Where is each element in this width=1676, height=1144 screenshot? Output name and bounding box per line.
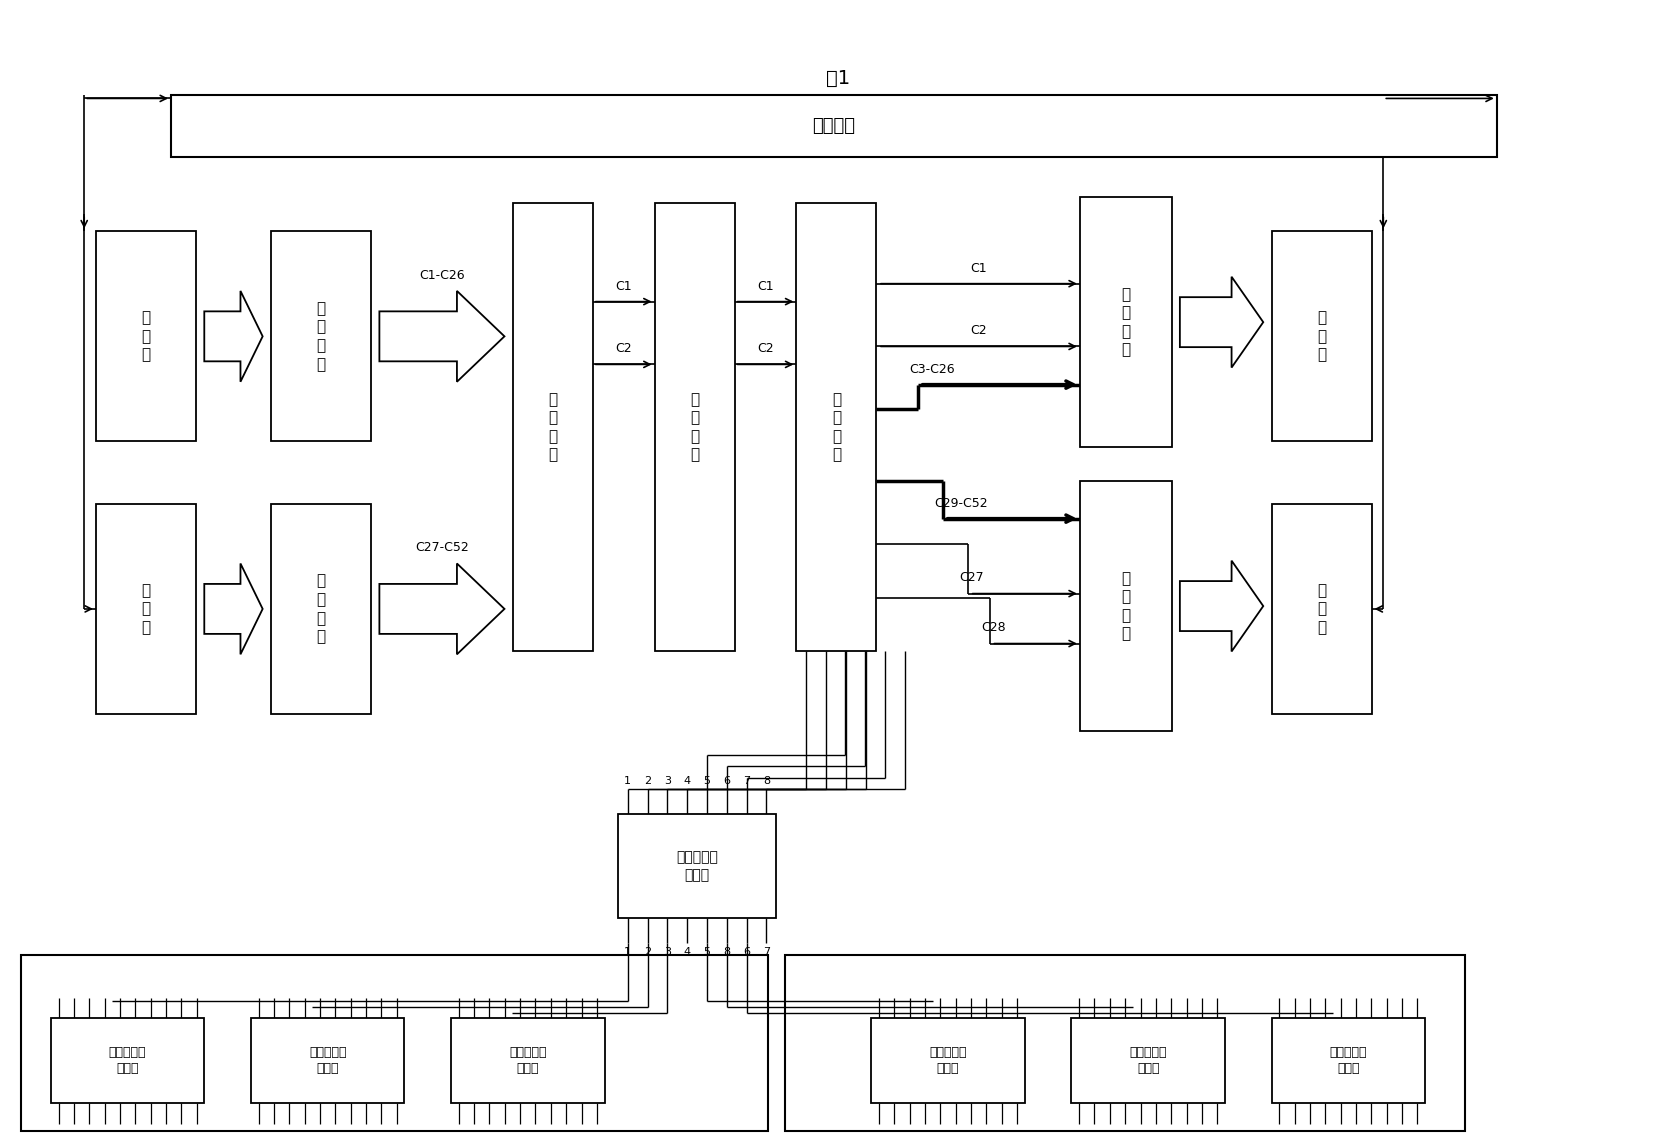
Text: 1: 1 (623, 947, 632, 956)
Text: 接
插
件
二: 接 插 件 二 (317, 573, 325, 644)
Text: 接
插
件
三: 接 插 件 三 (548, 391, 558, 462)
Text: 数据缓冲器
芯片一: 数据缓冲器 芯片一 (675, 850, 717, 882)
Text: 7: 7 (763, 947, 769, 956)
Bar (618, 813, 776, 919)
Bar (96, 503, 196, 714)
Text: 数据缓冲器
芯片四: 数据缓冲器 芯片四 (510, 1047, 546, 1075)
Polygon shape (379, 564, 504, 654)
Text: 4: 4 (684, 947, 691, 956)
Text: C3-C26: C3-C26 (910, 363, 955, 375)
Text: 数据缓冲器
芯片五: 数据缓冲器 芯片五 (929, 1047, 967, 1075)
Bar (20, 955, 768, 1130)
Polygon shape (1180, 277, 1264, 367)
Text: 接
插
件
一: 接 插 件 一 (317, 301, 325, 372)
Text: 数据缓冲器
芯片二: 数据缓冲器 芯片二 (109, 1047, 146, 1075)
Text: 8: 8 (724, 947, 731, 956)
Polygon shape (204, 564, 263, 654)
Bar (451, 1018, 605, 1104)
Bar (1272, 503, 1371, 714)
Bar (272, 503, 370, 714)
Text: 3: 3 (664, 776, 670, 786)
Text: 数据缓冲器
芯片六: 数据缓冲器 芯片六 (1130, 1047, 1166, 1075)
Text: 功
率
模
块: 功 率 模 块 (691, 391, 699, 462)
Polygon shape (1180, 561, 1264, 651)
Bar (1079, 197, 1172, 447)
Text: C1: C1 (970, 262, 987, 275)
Text: C29-C52: C29-C52 (935, 496, 989, 509)
Text: 板
卡
一: 板 卡 一 (1317, 310, 1326, 363)
Text: 接
插
件
六: 接 插 件 六 (1121, 571, 1130, 642)
Text: C28: C28 (982, 621, 1006, 635)
Bar (1272, 231, 1371, 442)
Polygon shape (379, 291, 504, 382)
Text: 7: 7 (742, 776, 751, 786)
Text: C1-C26: C1-C26 (419, 269, 464, 281)
Bar (513, 202, 593, 651)
Bar (784, 955, 1465, 1130)
Bar (655, 202, 734, 651)
Text: 板
卡
二: 板 卡 二 (141, 582, 151, 635)
Text: C27-C52: C27-C52 (416, 541, 469, 555)
Text: 接
插
件
五: 接 插 件 五 (1121, 287, 1130, 358)
Text: 6: 6 (724, 776, 731, 786)
Bar (171, 95, 1497, 158)
Bar (1272, 1018, 1425, 1104)
Text: 数据缓冲器
芯片七: 数据缓冲器 芯片七 (1329, 1047, 1368, 1075)
Text: 6: 6 (742, 947, 751, 956)
Text: C1: C1 (758, 279, 774, 293)
Text: 1: 1 (623, 776, 632, 786)
Bar (872, 1018, 1024, 1104)
Text: 2: 2 (644, 776, 652, 786)
Bar (796, 202, 877, 651)
Text: 核心板卡: 核心板卡 (813, 117, 855, 135)
Bar (272, 231, 370, 442)
Text: 5: 5 (704, 776, 711, 786)
Text: 4: 4 (684, 776, 691, 786)
Bar (1079, 482, 1172, 731)
Text: C2: C2 (758, 342, 774, 356)
Bar (1071, 1018, 1225, 1104)
Text: C1: C1 (615, 279, 632, 293)
Text: 5: 5 (704, 947, 711, 956)
Polygon shape (204, 291, 263, 382)
Text: 板
卡
二: 板 卡 二 (1317, 582, 1326, 635)
Text: 数据缓冲器
芯片三: 数据缓冲器 芯片三 (308, 1047, 347, 1075)
Text: 图1: 图1 (826, 69, 850, 87)
Text: 接
插
件
四: 接 插 件 四 (831, 391, 841, 462)
Text: C2: C2 (615, 342, 632, 356)
Text: C27: C27 (960, 572, 984, 585)
Bar (96, 231, 196, 442)
Text: C2: C2 (970, 325, 987, 337)
Bar (50, 1018, 204, 1104)
Text: 8: 8 (763, 776, 769, 786)
Text: 2: 2 (644, 947, 652, 956)
Bar (251, 1018, 404, 1104)
Text: 3: 3 (664, 947, 670, 956)
Text: 板
卡
一: 板 卡 一 (141, 310, 151, 363)
